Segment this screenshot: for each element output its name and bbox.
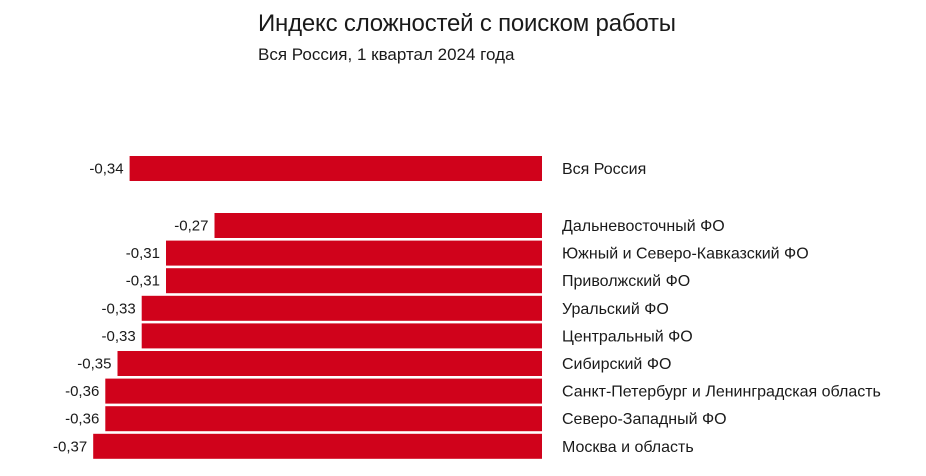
value-label: -0,31 bbox=[126, 273, 160, 290]
category-label: Северо-Западный ФО bbox=[562, 411, 727, 428]
category-label: Сибирский ФО bbox=[562, 356, 671, 373]
value-label: -0,31 bbox=[126, 245, 160, 262]
chart-subtitle: Вся Россия, 1 квартал 2024 года bbox=[258, 45, 515, 64]
category-label: Уральский ФО bbox=[562, 301, 669, 318]
category-label: Центральный ФО bbox=[562, 328, 693, 345]
bar bbox=[141, 295, 542, 321]
bar bbox=[166, 268, 542, 294]
value-label: -0,37 bbox=[53, 438, 87, 455]
category-label: Санкт-Петербург и Ленинградская область bbox=[562, 384, 881, 401]
value-label: -0,34 bbox=[89, 161, 123, 178]
bar bbox=[214, 213, 542, 238]
value-label: -0,36 bbox=[65, 411, 99, 428]
bar bbox=[129, 156, 542, 181]
bar bbox=[93, 433, 542, 459]
value-label: -0,33 bbox=[101, 300, 135, 317]
bar bbox=[105, 406, 543, 432]
chart-title: Индекс сложностей с поиском работы bbox=[258, 10, 676, 37]
category-label: Южный и Северо-Кавказский ФО bbox=[562, 246, 809, 263]
category-label: Вся Россия bbox=[562, 161, 646, 178]
bar bbox=[105, 378, 543, 404]
bar bbox=[141, 323, 542, 349]
bar bbox=[117, 351, 542, 376]
category-label: Москва и область bbox=[562, 439, 694, 456]
value-label: -0,33 bbox=[101, 328, 135, 345]
value-label: -0,36 bbox=[65, 383, 99, 400]
category-label: Приволжский ФО bbox=[562, 273, 690, 290]
category-label: Дальневосточный ФО bbox=[562, 218, 725, 235]
value-label: -0,35 bbox=[77, 356, 111, 373]
value-label: -0,27 bbox=[174, 218, 208, 235]
bar bbox=[166, 240, 542, 266]
